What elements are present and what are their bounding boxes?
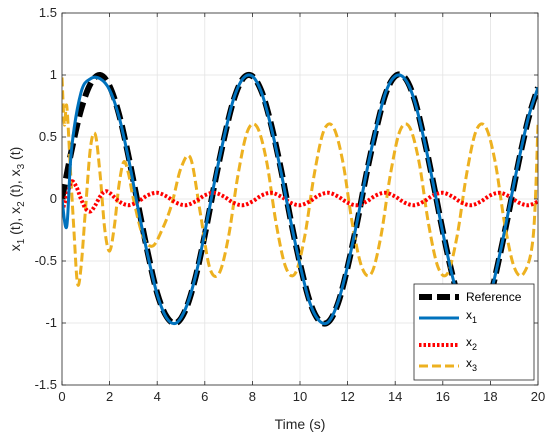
x-tick-label: 18 (483, 389, 497, 404)
x-axis-label: Time (s) (275, 416, 326, 432)
legend-label-x1: x1 (466, 308, 477, 325)
x-tick-label: 4 (154, 389, 161, 404)
y-tick-label: 1 (50, 67, 57, 82)
legend-label-sub: 3 (472, 363, 477, 373)
y-tick-label: 1.5 (39, 5, 57, 20)
series-line-x3 (62, 77, 538, 287)
legend-label-sub: 2 (472, 342, 477, 352)
y-tick-label: -0.5 (35, 253, 57, 268)
legend-box (413, 283, 535, 381)
legend-label-main: x (466, 308, 472, 322)
y-axis-label-sub: 3 (16, 163, 27, 169)
x-tick-label: 0 (58, 389, 65, 404)
y-axis-label-part: (t), x (7, 169, 23, 201)
x-tick-label: 10 (293, 389, 307, 404)
legend-label-main: x (466, 335, 472, 349)
legend-label-x2: x2 (466, 335, 477, 352)
y-axis-label-part: (t), x (7, 207, 23, 239)
legend-label-main: x (466, 356, 472, 370)
x-tick-label: 16 (436, 389, 450, 404)
y-axis-label: x1 (t), x2 (t), x3 (t) (7, 147, 27, 252)
y-tick-label: 0 (50, 191, 57, 206)
legend-label-reference: Reference (466, 290, 522, 304)
x-tick-label: 8 (249, 389, 256, 404)
x-tick-label: 6 (201, 389, 208, 404)
y-tick-label: -1 (45, 315, 57, 330)
y-axis-label-sub: 1 (16, 238, 27, 244)
legend-label-x3: x3 (466, 356, 477, 373)
legend: Reference x1 x2 x3 (413, 283, 535, 381)
y-tick-label: -1.5 (35, 377, 57, 392)
legend-label-sub: 1 (472, 315, 477, 325)
y-tick-label: 0.5 (39, 129, 57, 144)
y-axis-label-part: x (7, 244, 23, 251)
y-axis-label-part: (t) (7, 147, 23, 164)
series-line-x2 (62, 179, 538, 214)
ticks: 0 2 4 6 8 10 12 14 16 18 20-1.5-1-0.500.511.5 (35, 5, 546, 404)
x-tick-label: 2 (106, 389, 113, 404)
legend-label-main: Reference (466, 290, 522, 304)
x-tick-label: 20 (531, 389, 545, 404)
x-tick-label: 14 (388, 389, 402, 404)
x-tick-label: 12 (340, 389, 354, 404)
y-axis-label-sub: 2 (16, 201, 27, 207)
